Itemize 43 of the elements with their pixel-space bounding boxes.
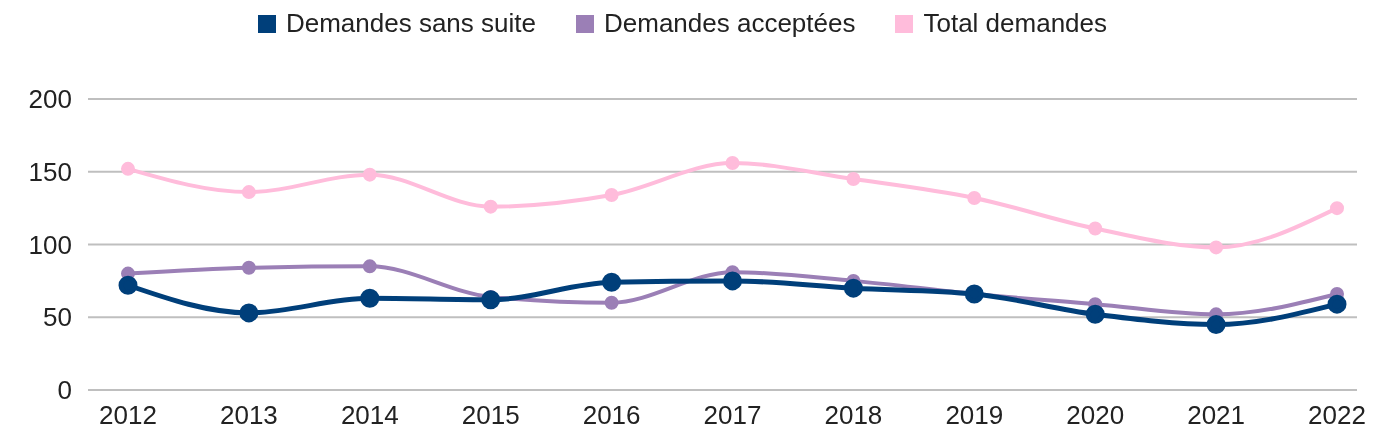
point	[362, 259, 377, 274]
legend-label: Demandes sans suite	[284, 8, 536, 39]
point	[241, 185, 256, 200]
point	[604, 188, 619, 203]
x-tick-label: 2021	[1187, 400, 1246, 431]
point	[725, 156, 740, 171]
point	[483, 199, 498, 214]
x-tick-label: 2015	[461, 400, 520, 431]
point	[1085, 304, 1105, 324]
x-tick-label: 2019	[945, 400, 1004, 431]
y-tick-label: 100	[28, 229, 72, 260]
point	[362, 167, 377, 182]
point	[967, 190, 982, 205]
y-tick-label: 0	[57, 375, 72, 406]
point	[1088, 221, 1103, 236]
legend-label: Total demandes	[922, 8, 1108, 39]
point	[121, 161, 135, 176]
y-tick-label: 50	[43, 302, 72, 333]
point	[1209, 240, 1224, 255]
point	[723, 271, 742, 291]
point	[1206, 315, 1226, 335]
legend-label: Demandes acceptées	[603, 8, 856, 39]
point	[481, 290, 501, 310]
point	[118, 275, 138, 295]
y-tick-label: 150	[28, 156, 72, 187]
x-tick-label: 2012	[99, 400, 157, 431]
point	[602, 272, 622, 292]
y-tick-label: 200	[28, 84, 72, 115]
point	[360, 288, 380, 308]
point	[604, 295, 619, 310]
point	[843, 278, 863, 298]
point	[239, 303, 259, 323]
x-tick-label: 2017	[703, 400, 762, 431]
x-tick-label: 2018	[824, 400, 883, 431]
point	[241, 260, 256, 275]
x-tick-label: 2014	[340, 400, 399, 431]
x-tick-label: 2020	[1066, 400, 1125, 431]
point	[1330, 201, 1344, 216]
x-tick-label: 2013	[219, 400, 278, 431]
x-tick-label: 2016	[582, 400, 641, 431]
point	[1327, 294, 1347, 314]
x-tick-label: 2022	[1308, 400, 1366, 431]
point	[846, 172, 861, 187]
